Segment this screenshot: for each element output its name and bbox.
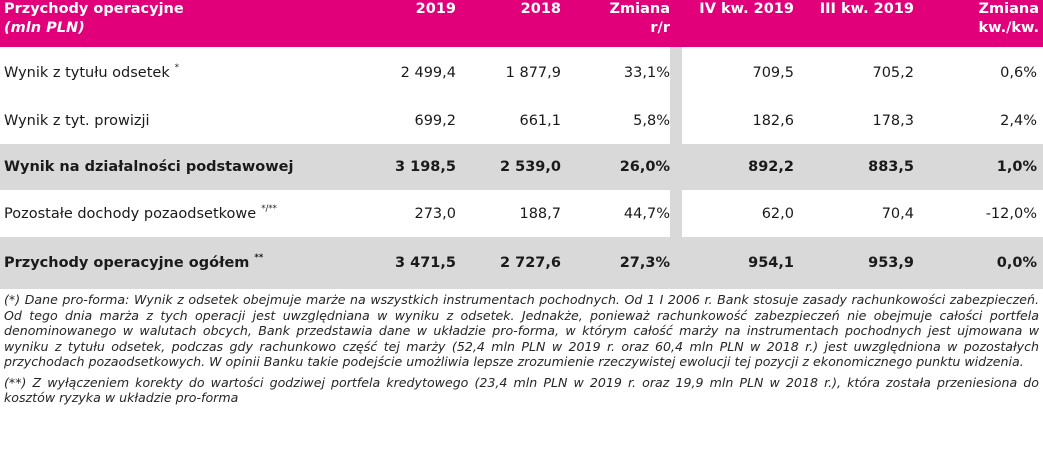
header-gap [670,0,682,47]
cell-q4: 954,1 [682,237,794,289]
cell-q3: 705,2 [872,64,914,81]
header-title-main: Przychody operacyjne [4,1,184,17]
column-gap [670,237,682,289]
column-gap [670,47,682,98]
footnote-mark: */** [261,203,277,214]
header-change-yoy: Zmiana r/r [561,0,671,47]
cell-qoq: 0,0% [914,237,1043,289]
cell-q3: 953,9 [794,237,914,289]
row-label: Pozostałe dochody pozaodsetkowe */** [0,190,348,237]
header-q3: III kw. 2019 [794,0,914,47]
cell-2019: 273,0 [414,205,456,222]
cell-yoy: 5,8% [633,113,670,129]
row-label: Wynik z tytułu odsetek * [0,47,348,98]
footnote-mark: * [174,62,179,73]
header-change-yoy-line2: r/r [650,20,670,36]
row-label: Przychody operacyjne ogółem ** [0,237,348,289]
row-label: Wynik z tyt. prowizji [0,98,348,144]
cell-q4: 709,5 [752,64,794,81]
cell-q4: 892,2 [682,144,794,190]
header-title-unit: (mln PLN) [4,20,85,36]
table-header: Przychody operacyjne (mln PLN) 2019 2018… [0,0,1043,47]
cell-q3: 70,4 [881,205,914,222]
header-change-yoy-line1: Zmiana [609,1,671,17]
row-label-text: Wynik na działalności podstawowej [4,159,294,175]
cell-2018: 188,7 [519,205,561,222]
footnote-2: (**) Z wyłączeniem korekty do wartości g… [4,374,1039,406]
cell-2018: 661,1 [519,113,561,129]
row-label-text: Wynik z tytułu odsetek [4,64,170,81]
row-label-text: Przychody operacyjne ogółem [4,255,250,271]
cell-q4: 182,6 [752,113,794,129]
header-change-qoq-line2: kw./kw. [978,20,1039,36]
header-q4: IV kw. 2019 [682,0,794,47]
row-label-text: Pozostałe dochody pozaodsetkowe [4,205,257,222]
header-2019: 2019 [348,0,456,47]
cell-2019: 2 499,4 [400,64,456,81]
cell-q3: 883,5 [794,144,914,190]
cell-qoq: 0,6% [1000,64,1037,81]
row-label: Wynik na działalności podstawowej [0,144,348,190]
header-title: Przychody operacyjne (mln PLN) [0,0,348,47]
cell-yoy: 27,3% [561,237,670,289]
table-row-total: Przychody operacyjne ogółem ** 3 471,5 2 … [0,237,1043,289]
row-label-text: Wynik z tyt. prowizji [4,113,150,129]
header-2019-label: 2019 [415,1,456,17]
table-row: Pozostałe dochody pozaodsetkowe */** 273,… [0,190,1043,237]
cell-yoy: 26,0% [561,144,670,190]
cell-yoy: 33,1% [623,64,670,81]
cell-q3: 178,3 [872,113,914,129]
cell-qoq: 2,4% [1000,113,1037,129]
cell-q4: 62,0 [761,205,794,222]
header-q4-label: IV kw. 2019 [699,1,794,17]
column-gap [670,190,682,237]
column-gap [670,144,682,190]
footnote-1: (*) Dane pro-forma: Wynik z odsetek obej… [4,292,1039,369]
table-row: Wynik z tytułu odsetek * 2 499,4 1 877,9 … [0,47,1043,98]
table-row-subtotal: Wynik na działalności podstawowej 3 198,… [0,144,1043,190]
column-gap [670,98,682,144]
cell-2018: 2 727,6 [456,237,561,289]
header-change-qoq-line1: Zmiana [978,1,1040,17]
table-row: Wynik z tyt. prowizji 699,2 661,1 5,8% 1… [0,98,1043,144]
footnotes: (*) Dane pro-forma: Wynik z odsetek obej… [4,292,1039,411]
header-q3-label: III kw. 2019 [819,1,914,17]
cell-yoy: 44,7% [623,205,670,222]
cell-2019: 3 198,5 [348,144,456,190]
cell-qoq: -12,0% [985,205,1037,222]
cell-2019: 699,2 [414,113,456,129]
cell-2019: 3 471,5 [348,237,456,289]
operating-income-table: Przychody operacyjne (mln PLN) 2019 2018… [0,0,1043,289]
footnote-mark: ** [254,253,264,263]
cell-2018: 2 539,0 [456,144,561,190]
header-2018: 2018 [456,0,561,47]
cell-2018: 1 877,9 [505,64,561,81]
header-2018-label: 2018 [520,1,561,17]
header-change-qoq: Zmiana kw./kw. [914,0,1043,47]
cell-qoq: 1,0% [914,144,1043,190]
